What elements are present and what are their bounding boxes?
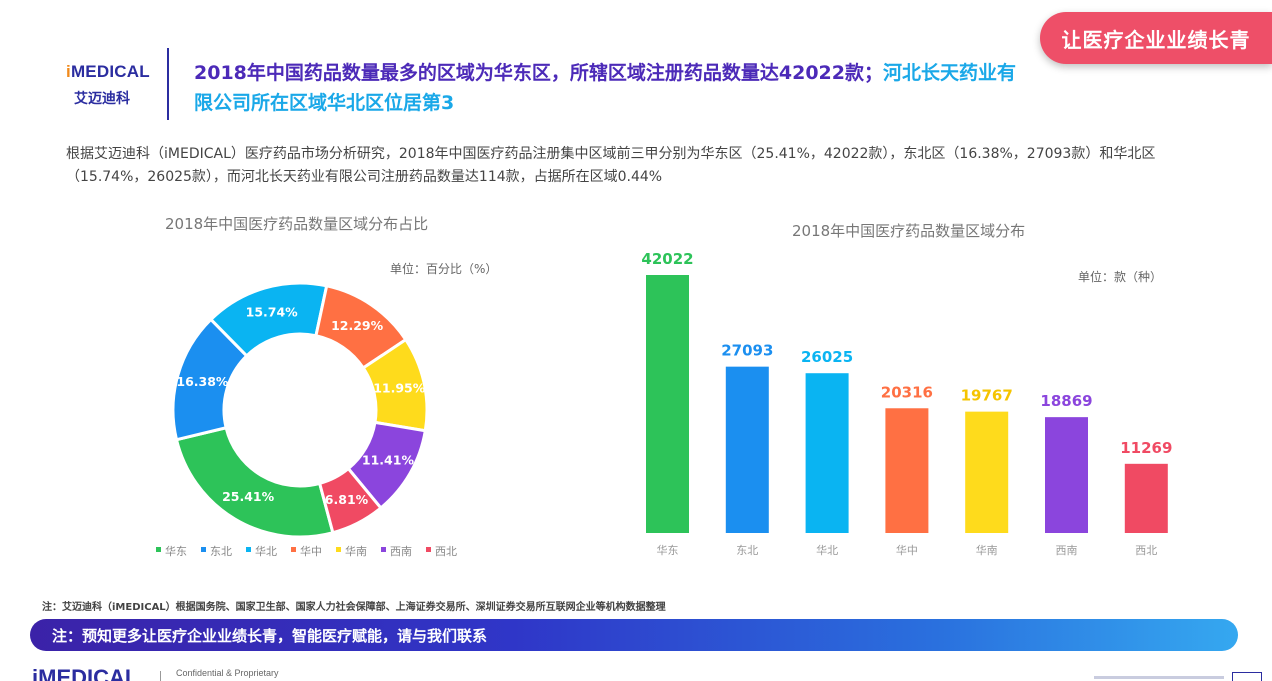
brand-logo: iMEDICAL 艾迈迪科 bbox=[66, 62, 166, 108]
legend-label-西南: 西南 bbox=[390, 545, 412, 558]
intro-paragraph: 根据艾迈迪科（iMEDICAL）医疗药品市场分析研究，2018年中国医疗药品注册… bbox=[66, 146, 1156, 185]
legend-swatch-华中 bbox=[291, 547, 296, 552]
page-title: 2018年中国药品数量最多的区域为华东区，所辖区域注册药品数量达42022款；河… bbox=[194, 58, 1034, 118]
logo-chinese: 艾迈迪科 bbox=[74, 91, 130, 107]
legend-label-东北: 东北 bbox=[210, 545, 232, 558]
header-divider bbox=[167, 48, 169, 120]
title-main: 2018年中国药品数量最多的区域为华东区，所辖区域注册药品数量达42022款； bbox=[194, 62, 883, 84]
bar-value-华北: 26025 bbox=[801, 348, 853, 366]
legend-swatch-西南 bbox=[381, 547, 386, 552]
bar-value-华南: 19767 bbox=[961, 387, 1013, 405]
bar-华北 bbox=[805, 373, 849, 533]
legend-swatch-华北 bbox=[246, 547, 251, 552]
bar-category-华北: 华北 bbox=[816, 543, 838, 557]
legend-label-华南: 华南 bbox=[345, 544, 367, 558]
legend-swatch-西北 bbox=[426, 547, 431, 552]
source-footnote: 注：艾迈迪科（iMEDICAL）根据国务院、国家卫生部、国家人力社会保障部、上海… bbox=[42, 602, 666, 613]
donut-label-华南: 11.95% bbox=[373, 381, 426, 396]
bar-category-华东: 华东 bbox=[657, 543, 679, 557]
legend-label-华北: 华北 bbox=[255, 544, 277, 558]
bar-chart-unit: 单位：款（种） bbox=[1078, 270, 1163, 284]
donut-slice-西北 bbox=[317, 466, 383, 535]
donut-legend: 华东 东北 华北 华中 华南 西南 西北 bbox=[156, 544, 457, 558]
bar-category-华南: 华南 bbox=[976, 543, 998, 557]
bar-chart-title: 2018年中国医疗药品数量区域分布 bbox=[792, 222, 1026, 240]
legend-swatch-东北 bbox=[201, 547, 206, 552]
bar-西北 bbox=[1124, 463, 1168, 533]
confidential-label: Confidential & Proprietary bbox=[176, 668, 279, 678]
bar-value-西南: 18869 bbox=[1040, 392, 1092, 410]
bar-value-东北: 27093 bbox=[721, 342, 773, 360]
donut-label-华中: 12.29% bbox=[331, 318, 384, 333]
bar-category-西南: 西南 bbox=[1056, 544, 1078, 557]
slogan-badge: 让医疗企业业绩长青 bbox=[1040, 12, 1272, 64]
contact-banner[interactable]: 注：预知更多让医疗企业业绩长青，智能医疗赋能，请与我们联系 bbox=[30, 619, 1238, 651]
legend-label-西北: 西北 bbox=[435, 545, 457, 558]
bar-华中 bbox=[885, 408, 929, 533]
donut-label-华东: 25.41% bbox=[222, 489, 275, 504]
bar-value-华中: 20316 bbox=[881, 383, 933, 401]
logo-english: iMEDICAL bbox=[66, 62, 150, 81]
donut-chart: 25.41% 16.38% 15.74% 12.29% 11.95% 11.41% 6.81… bbox=[171, 281, 429, 539]
legend-swatch-华南 bbox=[336, 547, 341, 552]
donut-label-华北: 15.74% bbox=[246, 305, 299, 320]
bar-西南 bbox=[1045, 417, 1088, 533]
donut-label-西北: 6.81% bbox=[325, 492, 369, 507]
bottom-right-strip bbox=[1094, 676, 1224, 679]
bar-value-西北: 11269 bbox=[1120, 439, 1172, 457]
bar-value-华东: 42022 bbox=[641, 250, 693, 268]
legend-label-华东: 华东 bbox=[165, 544, 187, 558]
donut-label-东北: 16.38% bbox=[176, 374, 229, 389]
donut-label-西南: 11.41% bbox=[362, 453, 415, 468]
legend-label-华中: 华中 bbox=[300, 544, 322, 558]
bar-华东 bbox=[646, 275, 689, 533]
bottom-right-mark bbox=[1232, 672, 1262, 681]
bar-category-西北: 西北 bbox=[1135, 544, 1157, 557]
bar-chart: 42022 华东 27093 东北 26025 华北 20316 华中 19767 华南 18869… bbox=[641, 250, 1172, 557]
pie-chart-title: 2018年中国医疗药品数量区域分布占比 bbox=[165, 215, 429, 233]
donut-slice-华东 bbox=[174, 425, 335, 539]
bar-category-华中: 华中 bbox=[896, 543, 918, 557]
bottom-separator bbox=[160, 671, 161, 681]
bar-category-东北: 东北 bbox=[736, 544, 758, 557]
bar-华南 bbox=[965, 411, 1009, 533]
title-highlight: 河北长天药业有限公司所在区域华北区位居第3 bbox=[194, 62, 1016, 114]
legend-swatch-华东 bbox=[156, 547, 161, 552]
bar-东北 bbox=[725, 366, 769, 533]
bottom-logo: iMEDICAL bbox=[32, 665, 139, 681]
pie-chart-unit: 单位：百分比（%） bbox=[390, 262, 498, 276]
